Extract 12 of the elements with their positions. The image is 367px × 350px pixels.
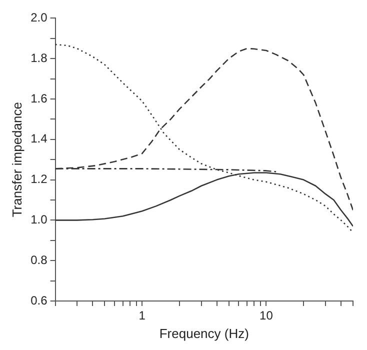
y-tick-label: 1.6 <box>30 91 48 106</box>
y-tick-label: 1.0 <box>30 212 48 227</box>
y-tick-label: 0.8 <box>30 252 48 267</box>
y-tick-label: 1.4 <box>30 132 48 146</box>
y-tick-label: 0.6 <box>30 293 48 308</box>
y-tick-label: 1.8 <box>30 50 48 65</box>
x-tick-label: 10 <box>260 308 274 323</box>
y-tick-label: 2.0 <box>30 10 48 25</box>
x-tick-label: 1 <box>138 308 146 323</box>
y-axis-title: Transfer impedance <box>9 102 24 218</box>
x-axis-title: Frequency (Hz) <box>159 326 249 341</box>
y-tick-label: 1.2 <box>30 172 48 186</box>
